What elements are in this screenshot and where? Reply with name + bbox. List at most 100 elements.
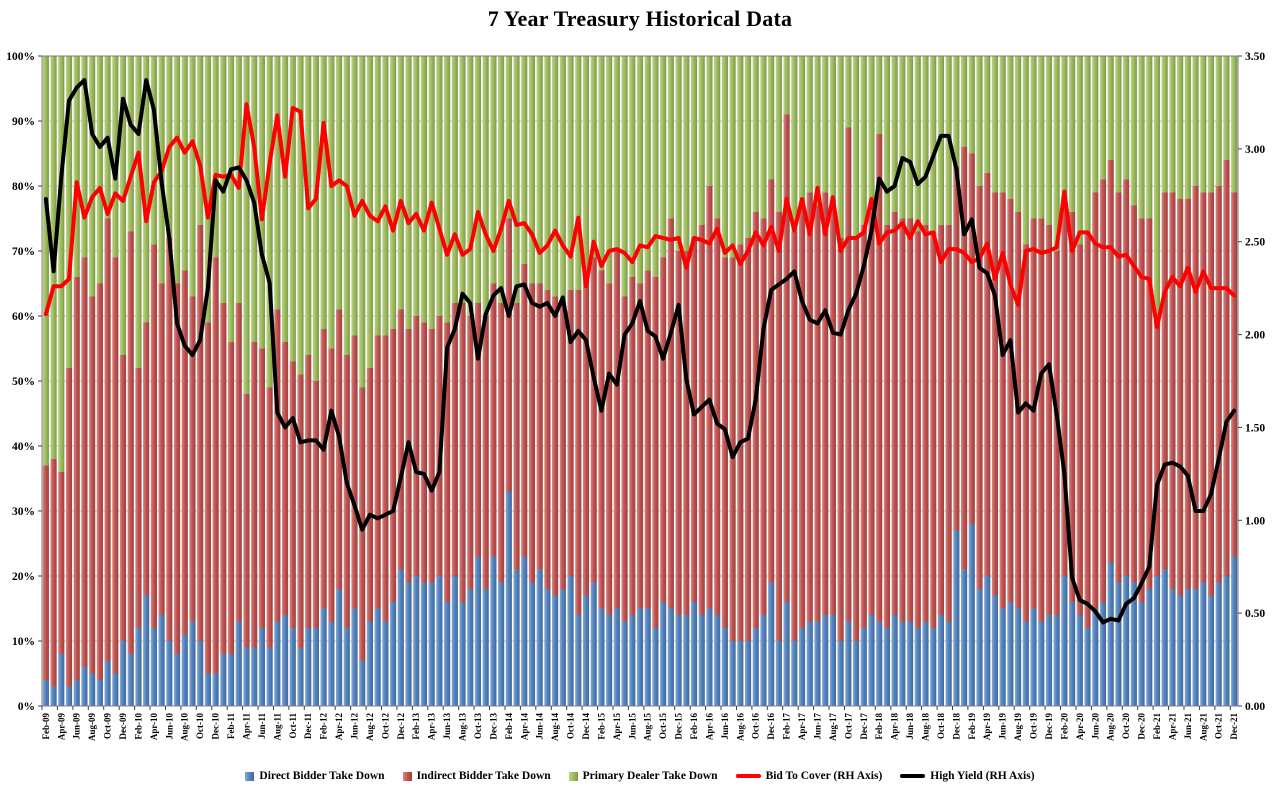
- right-axis-tick-label: 3.50: [1245, 51, 1265, 63]
- x-axis-tick-label: Dec-11: [303, 713, 313, 739]
- bar-direct-bidder: [227, 654, 235, 706]
- bar-primary-dealer: [822, 56, 829, 193]
- x-axis-tick-label: Feb-16: [689, 713, 699, 740]
- bar-direct-bidder: [89, 673, 96, 706]
- bar-indirect-bidder: [1038, 218, 1045, 622]
- bar-direct-bidder: [837, 641, 844, 706]
- bar-indirect-bidder: [397, 309, 404, 570]
- bar-direct-bidder: [359, 660, 366, 706]
- bar-primary-dealer: [991, 56, 999, 193]
- bar-primary-dealer: [1084, 56, 1091, 232]
- x-axis-tick-label: Aug-19: [1013, 713, 1023, 742]
- bar-direct-bidder: [984, 576, 991, 706]
- bar-direct-bidder: [197, 641, 204, 706]
- bar-primary-dealer: [1146, 56, 1153, 219]
- bar-indirect-bidder: [1007, 199, 1014, 602]
- bar-indirect-bidder: [598, 270, 605, 609]
- x-axis-tick-label: Feb-09: [41, 713, 51, 740]
- x-axis-tick-label: Apr-18: [890, 713, 900, 741]
- bar-indirect-bidder: [1130, 205, 1137, 583]
- x-axis-tick-label: Aug-20: [1106, 713, 1116, 742]
- x-axis-tick-label: Jun-12: [350, 713, 360, 740]
- bar-indirect-bidder: [467, 316, 474, 589]
- bar-direct-bidder: [1223, 576, 1230, 706]
- bar-primary-dealer: [1215, 56, 1222, 186]
- bar-direct-bidder: [976, 589, 983, 706]
- bar-direct-bidder: [413, 576, 420, 706]
- bar-primary-dealer: [698, 56, 705, 225]
- bar-primary-dealer: [644, 56, 651, 271]
- bar-primary-dealer: [436, 56, 443, 316]
- bar-direct-bidder: [50, 686, 57, 706]
- bar-direct-bidder: [768, 582, 775, 706]
- bar-direct-bidder: [490, 556, 497, 706]
- bar-indirect-bidder: [690, 238, 698, 602]
- bar-direct-bidder: [1053, 615, 1060, 706]
- bar-primary-dealer: [281, 56, 289, 342]
- bar-direct-bidder: [652, 628, 659, 706]
- bar-direct-bidder: [1215, 582, 1222, 706]
- legend-label: High Yield (RH Axis): [930, 770, 1035, 782]
- bar-indirect-bidder: [258, 348, 265, 628]
- bar-primary-dealer: [1200, 56, 1207, 193]
- bar-indirect-bidder: [945, 225, 952, 622]
- bar-direct-bidder: [1007, 602, 1014, 706]
- legend: Direct Bidder Take Down Indirect Bidder T…: [0, 763, 1280, 789]
- bar-direct-bidder: [173, 654, 181, 706]
- bar-direct-bidder: [474, 556, 482, 706]
- bar-primary-dealer: [613, 56, 620, 251]
- bar-direct-bidder: [629, 615, 636, 706]
- bar-direct-bidder: [1123, 576, 1130, 706]
- bar-direct-bidder: [1099, 602, 1107, 706]
- bar-direct-bidder: [899, 621, 906, 706]
- bar-primary-dealer: [930, 56, 937, 232]
- bar-primary-dealer: [636, 56, 644, 284]
- bar-direct-bidder: [1184, 589, 1191, 706]
- bar-indirect-bidder: [768, 179, 775, 583]
- bar-direct-bidder: [598, 608, 605, 706]
- right-axis-tick-label: 0.50: [1245, 608, 1265, 620]
- bar-direct-bidder: [559, 589, 566, 706]
- bar-primary-dealer: [906, 56, 914, 219]
- x-axis-tick-label: Apr-14: [519, 713, 529, 741]
- x-axis-tick-label: Jun-17: [813, 713, 823, 740]
- bar-primary-dealer: [999, 56, 1006, 193]
- x-axis-tick-label: Oct-10: [195, 713, 205, 739]
- left-axis-tick-label: 100%: [6, 51, 35, 63]
- bar-indirect-bidder: [922, 225, 929, 622]
- bar-direct-bidder: [521, 556, 528, 706]
- bar-primary-dealer: [652, 56, 659, 277]
- bar-primary-dealer: [513, 56, 520, 303]
- bar-primary-dealer: [1030, 56, 1037, 219]
- bar-indirect-bidder: [798, 205, 806, 628]
- bar-indirect-bidder: [335, 309, 343, 589]
- bar-indirect-bidder: [999, 192, 1006, 609]
- x-axis-tick-label: Oct-12: [380, 713, 390, 739]
- x-axis-tick-label: Aug-11: [272, 713, 282, 741]
- bar-indirect-bidder: [1092, 192, 1099, 609]
- bar-direct-bidder: [590, 582, 597, 706]
- bar-primary-dealer: [721, 56, 728, 258]
- bar-direct-bidder: [891, 615, 898, 706]
- bar-direct-bidder: [829, 615, 836, 706]
- bar-primary-dealer: [274, 56, 281, 310]
- bar-direct-bidder: [297, 647, 304, 706]
- bar-indirect-bidder: [490, 283, 497, 557]
- bar-indirect-bidder: [366, 368, 374, 622]
- treasury-chart-svg: 100% 90% 80% 70% 60% 50% 40% 30% 20% 10% 0% 3.50 3.0…: [6, 51, 1265, 742]
- x-axis-tick-label: Apr-15: [612, 713, 622, 741]
- bar-direct-bidder: [876, 621, 883, 706]
- x-axis-tick-label: Dec-17: [859, 713, 869, 740]
- x-axis-tick-label: Dec-13: [488, 713, 498, 740]
- bar-indirect-bidder: [1053, 251, 1060, 615]
- bar-indirect-bidder: [837, 238, 844, 641]
- bar-direct-bidder: [335, 589, 343, 706]
- bar-direct-bidder: [150, 628, 157, 706]
- bar-indirect-bidder: [814, 205, 821, 622]
- x-axis-tick-label: Dec-12: [396, 713, 406, 740]
- bar-direct-bidder: [721, 628, 728, 706]
- bar-primary-dealer: [444, 56, 451, 323]
- bar-primary-dealer: [96, 56, 103, 284]
- bar-direct-bidder: [1130, 582, 1137, 706]
- bar-indirect-bidder: [150, 244, 157, 628]
